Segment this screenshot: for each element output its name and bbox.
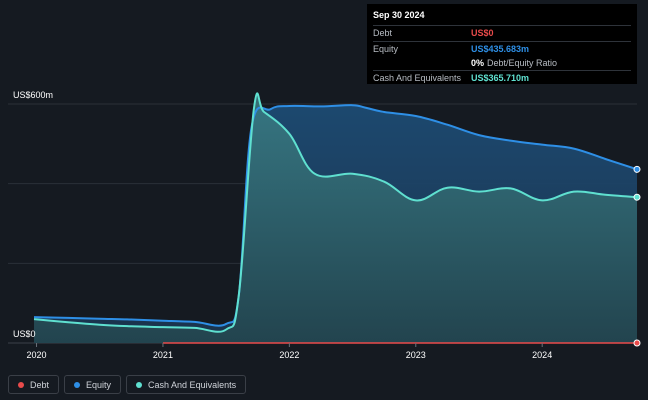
endpoint-markers [633, 165, 641, 347]
tooltip-date: Sep 30 2024 [373, 10, 425, 20]
tooltip-cash-value: US$365.710m [471, 73, 530, 83]
x-tick-label: 2021 [153, 350, 173, 360]
x-tick-label: 2022 [279, 350, 299, 360]
y-axis-bottom-label: US$0 [13, 329, 36, 339]
equity-series-line [33, 104, 638, 327]
cash-series-line [33, 92, 638, 333]
tooltip-debt-label: Debt [373, 28, 393, 38]
tooltip-equity-row: Equity US$435.683m [373, 41, 631, 57]
y-axis-top-label: US$600m [13, 90, 54, 100]
legend-item-cash[interactable]: Cash And Equivalents [126, 375, 247, 394]
equity-dot-icon [74, 381, 81, 388]
cash-endpoint [633, 193, 641, 201]
legend-label-debt: Debt [30, 379, 50, 390]
tooltip-debt-value: US$0 [471, 28, 494, 38]
equity-endpoint [633, 165, 641, 173]
tooltip-panel: Sep 30 2024 Debt US$0 Equity US$435.683m… [367, 4, 637, 84]
legend-label-equity: Equity [86, 379, 112, 390]
tooltip-debt-row: Debt US$0 [373, 25, 631, 41]
cash-dot-icon [136, 381, 143, 388]
tooltip-ratio-label: Debt/Equity Ratio [487, 58, 558, 68]
legend-item-debt[interactable]: Debt [8, 375, 60, 394]
debt-endpoint [633, 339, 641, 347]
legend-label-cash: Cash And Equivalents [148, 379, 237, 390]
tooltip-equity-value: US$435.683m [471, 44, 530, 54]
x-tick-label: 2024 [532, 350, 552, 360]
x-tick-label: 2023 [406, 350, 426, 360]
tooltip-cash-row: Cash And Equivalents US$365.710m [373, 70, 631, 86]
legend-item-equity[interactable]: Equity [64, 375, 122, 394]
tooltip-equity-label: Equity [373, 44, 399, 54]
debt-dot-icon [18, 381, 24, 388]
tooltip-cash-label: Cash And Equivalents [373, 73, 462, 83]
tooltip-ratio-value: 0% [471, 58, 485, 68]
tooltip-ratio-row: 0% Debt/Equity Ratio [373, 57, 631, 70]
x-tick-label: 2020 [27, 350, 47, 360]
x-axis: 2020 2021 2022 2023 2024 [27, 343, 552, 360]
cash-area [34, 93, 637, 344]
legend: Debt Equity Cash And Equivalents [8, 375, 247, 394]
